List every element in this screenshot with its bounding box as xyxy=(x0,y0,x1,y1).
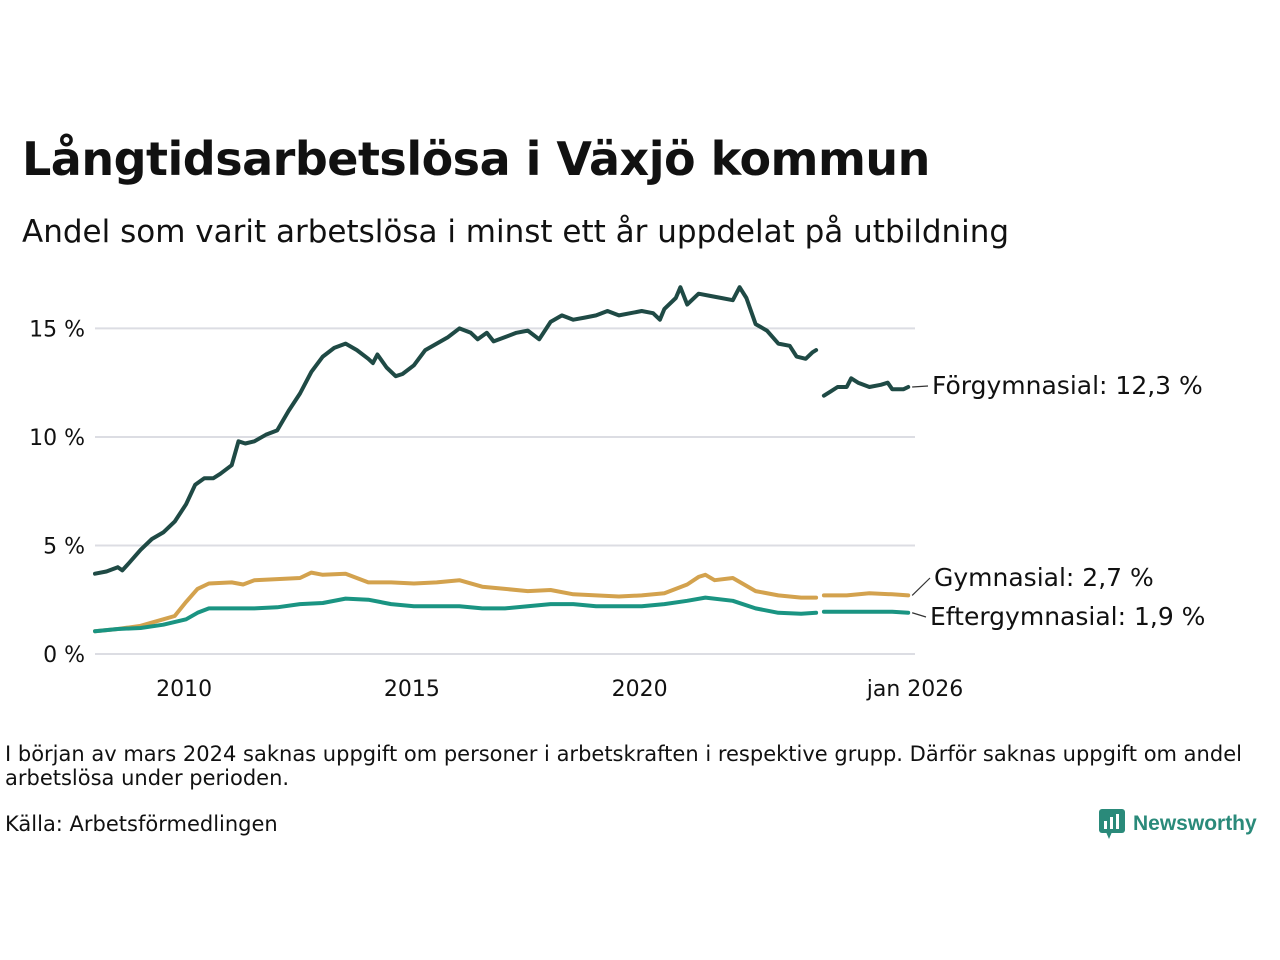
brand-name: Newsworthy xyxy=(1133,812,1257,835)
y-tick-label: 15 % xyxy=(29,317,85,342)
series-label-eftergymnasial: Eftergymnasial: 1,9 % xyxy=(930,602,1205,631)
series-label-gymnasial: Gymnasial: 2,7 % xyxy=(934,563,1154,592)
x-tick-label: 2010 xyxy=(156,677,212,702)
y-tick-label: 0 % xyxy=(43,643,85,668)
line-chart: 0 % 5 % 10 % 15 % 2010 2015 2020 jan 2026 Förgy… xyxy=(29,285,1205,702)
label-leader-line xyxy=(911,577,931,596)
brand-logo: Newsworthy xyxy=(1098,808,1257,840)
chart-subtitle: Andel som varit arbetslösa i minst ett å… xyxy=(22,214,1010,250)
grid-lines xyxy=(95,327,915,655)
series-lines xyxy=(93,285,911,634)
y-tick-label: 5 % xyxy=(43,534,85,559)
footnote: I början av mars 2024 saknas uppgift om … xyxy=(5,742,1242,790)
x-tick-label: jan 2026 xyxy=(866,677,964,702)
label-leader-line xyxy=(911,612,927,618)
axis-labels: 0 % 5 % 10 % 15 % 2010 2015 2020 jan 2026 xyxy=(29,317,963,702)
x-tick-label: 2020 xyxy=(612,677,668,702)
series-label-förgymnasial: Förgymnasial: 12,3 % xyxy=(932,371,1203,400)
source-text: Källa: Arbetsförmedlingen xyxy=(5,812,278,836)
label-leader-line xyxy=(912,385,929,388)
y-tick-label: 10 % xyxy=(29,426,85,451)
series-line-förgymnasial xyxy=(93,285,911,576)
series-labels: Förgymnasial: 12,3 % Gymnasial: 2,7 % Efte… xyxy=(911,371,1205,631)
x-tick-label: 2015 xyxy=(384,677,440,702)
bar-chart-icon xyxy=(1099,809,1125,839)
series-line-eftergymnasial xyxy=(93,595,911,634)
series-line-gymnasial xyxy=(93,570,911,634)
chart-title: Långtidsarbetslösa i Växjö kommun xyxy=(22,132,930,186)
